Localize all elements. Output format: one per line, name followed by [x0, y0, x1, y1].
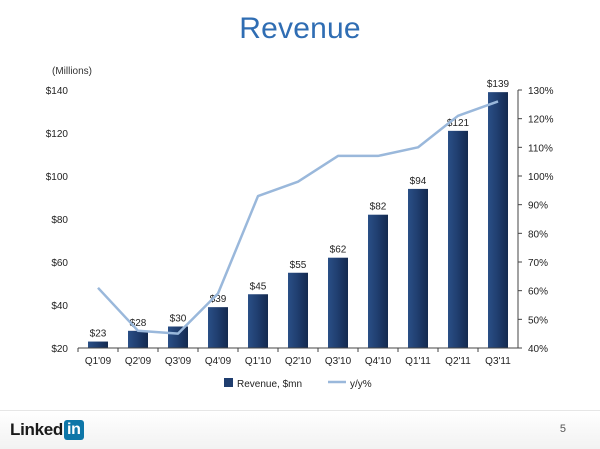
legend-label-revenue: Revenue, $mn — [237, 379, 302, 390]
bar — [328, 258, 348, 348]
unit-label: (Millions) — [52, 66, 92, 77]
bar — [488, 92, 508, 348]
chart-svg: (Millions) $20 $40 $60 $80 $100 $120 $140 40% 50%… — [0, 0, 600, 410]
logo-badge: in — [64, 420, 84, 440]
y-left-tick-label: $60 — [51, 258, 68, 269]
revenue-chart: (Millions) $20 $40 $60 $80 $100 $120 $140 40% 50%… — [0, 0, 600, 410]
y-right-tick-label: 120% — [528, 115, 554, 126]
y-right-tick-label: 130% — [528, 86, 554, 97]
x-tick-label: Q1'10 — [245, 356, 272, 367]
y-right-tick-label: 60% — [528, 287, 548, 298]
legend-label-yoy: y/y% — [350, 379, 372, 390]
y-left-tick-label: $80 — [51, 215, 68, 226]
x-tick-label: Q1'09 — [85, 356, 112, 367]
y-right-tick-label: 90% — [528, 201, 548, 212]
x-tick-label: Q2'09 — [125, 356, 152, 367]
x-tick-label: Q3'09 — [165, 356, 192, 367]
x-tick-label: Q2'10 — [285, 356, 312, 367]
bar — [408, 189, 428, 348]
y-right-tick-label: 110% — [528, 143, 553, 154]
bar — [248, 294, 268, 348]
bar — [208, 307, 228, 348]
bar-value-label: $55 — [290, 260, 307, 271]
bar-value-label: $30 — [170, 314, 187, 325]
bar-value-label: $94 — [410, 176, 427, 187]
bar-value-label: $45 — [250, 281, 267, 292]
bar-value-label: $82 — [370, 202, 387, 213]
y-left-tick-label: $100 — [46, 172, 69, 183]
y-left-tick-label: $140 — [46, 86, 69, 97]
bar — [88, 342, 108, 348]
bar — [288, 273, 308, 348]
y-left-tick-label: $40 — [51, 301, 68, 312]
bar — [448, 131, 468, 348]
bar — [368, 215, 388, 348]
y-right-tick-label: 80% — [528, 229, 548, 240]
x-tick-label: Q3'10 — [325, 356, 352, 367]
logo-text: Linked — [10, 420, 63, 440]
legend-swatch-revenue — [224, 378, 233, 387]
y-left-tick-label: $20 — [51, 344, 68, 355]
x-tick-label: Q3'11 — [485, 356, 511, 367]
y-right-tick-label: 70% — [528, 258, 548, 269]
page-number: 5 — [560, 423, 566, 435]
bar-value-label: $23 — [90, 329, 107, 340]
bar-value-label: $62 — [330, 245, 347, 256]
x-tick-label: Q1'11 — [405, 356, 431, 367]
y-left-tick-label: $120 — [46, 129, 69, 140]
y-right-tick-label: 40% — [528, 344, 548, 355]
x-tick-label: Q4'10 — [365, 356, 392, 367]
bar-value-label: $139 — [487, 79, 510, 90]
bar — [168, 327, 188, 349]
y-right-tick-label: 50% — [528, 315, 548, 326]
bar — [128, 331, 148, 348]
y-right-tick-label: 100% — [528, 172, 554, 183]
x-tick-label: Q4'09 — [205, 356, 232, 367]
x-tick-label: Q2'11 — [445, 356, 471, 367]
